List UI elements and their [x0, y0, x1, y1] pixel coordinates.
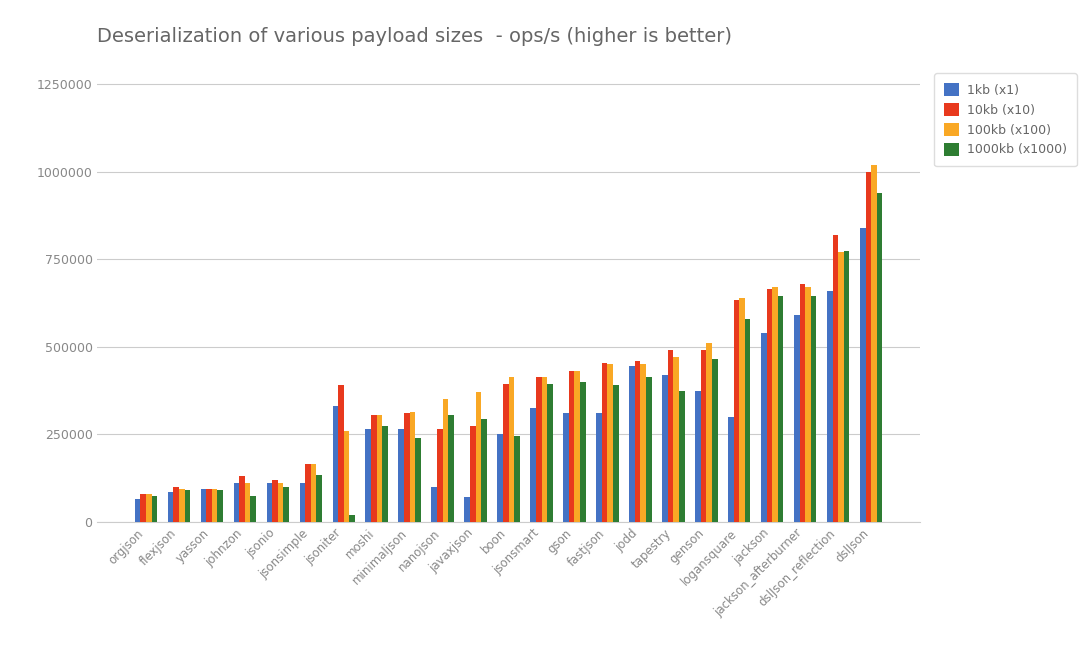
Bar — [844, 251, 849, 522]
Bar — [300, 483, 305, 522]
Bar — [701, 351, 707, 522]
Bar — [448, 415, 453, 522]
Bar — [283, 487, 289, 522]
Bar — [876, 193, 882, 522]
Bar — [339, 385, 344, 522]
Bar — [695, 391, 701, 522]
Bar — [464, 497, 470, 522]
Bar — [509, 377, 514, 522]
Bar — [767, 289, 773, 522]
Bar — [712, 359, 717, 522]
Bar — [212, 488, 217, 522]
Bar — [827, 291, 832, 522]
Bar — [564, 413, 569, 522]
Bar — [673, 357, 678, 522]
Bar — [135, 499, 141, 522]
Bar — [245, 483, 250, 522]
Bar — [547, 383, 553, 522]
Bar — [481, 419, 487, 522]
Bar — [371, 415, 377, 522]
Bar — [141, 494, 146, 522]
Bar — [316, 474, 322, 522]
Bar — [575, 371, 580, 522]
Bar — [476, 392, 481, 522]
Bar — [569, 371, 575, 522]
Bar — [514, 436, 519, 522]
Bar — [398, 429, 404, 522]
Bar — [443, 399, 448, 522]
Bar — [410, 411, 415, 522]
Bar — [168, 492, 173, 522]
Bar — [498, 434, 503, 522]
Bar — [382, 425, 388, 522]
Bar — [629, 366, 635, 522]
Bar — [832, 235, 839, 522]
Bar — [377, 415, 382, 522]
Bar — [839, 252, 844, 522]
Bar — [344, 431, 349, 522]
Bar — [470, 425, 476, 522]
Bar — [432, 487, 437, 522]
Bar — [332, 406, 339, 522]
Bar — [778, 296, 783, 522]
Bar — [151, 496, 157, 522]
Bar — [613, 385, 619, 522]
Bar — [239, 476, 245, 522]
Bar — [217, 490, 223, 522]
Bar — [707, 343, 712, 522]
Bar — [179, 488, 185, 522]
Bar — [596, 413, 602, 522]
Bar — [602, 363, 607, 522]
Bar — [349, 515, 355, 522]
Bar — [805, 288, 810, 522]
Bar — [773, 288, 778, 522]
Bar — [761, 333, 767, 522]
Bar — [541, 377, 547, 522]
Bar — [146, 494, 151, 522]
Bar — [662, 375, 668, 522]
Bar — [234, 483, 239, 522]
Bar — [437, 429, 443, 522]
Bar — [866, 172, 871, 522]
Bar — [173, 487, 179, 522]
Bar — [800, 284, 805, 522]
Bar — [871, 165, 876, 522]
Bar — [668, 351, 673, 522]
Bar — [266, 483, 273, 522]
Bar — [739, 298, 744, 522]
Text: Deserialization of various payload sizes  - ops/s (higher is better): Deserialization of various payload sizes… — [97, 27, 733, 46]
Legend: 1kb (x1), 10kb (x10), 100kb (x100), 1000kb (x1000): 1kb (x1), 10kb (x10), 100kb (x100), 1000… — [934, 73, 1077, 167]
Bar — [728, 417, 734, 522]
Bar — [207, 488, 212, 522]
Bar — [415, 438, 421, 522]
Bar — [580, 382, 585, 522]
Bar — [794, 315, 800, 522]
Bar — [404, 413, 410, 522]
Bar — [607, 365, 613, 522]
Bar — [311, 464, 316, 522]
Bar — [635, 361, 641, 522]
Bar — [734, 300, 739, 522]
Bar — [860, 228, 866, 522]
Bar — [646, 377, 651, 522]
Bar — [200, 488, 207, 522]
Bar — [678, 391, 685, 522]
Bar — [366, 429, 371, 522]
Bar — [278, 483, 283, 522]
Bar — [305, 464, 311, 522]
Bar — [530, 408, 536, 522]
Bar — [810, 296, 817, 522]
Bar — [250, 496, 256, 522]
Bar — [185, 490, 190, 522]
Bar — [536, 377, 541, 522]
Bar — [744, 319, 751, 522]
Bar — [273, 480, 278, 522]
Bar — [641, 365, 646, 522]
Bar — [503, 383, 509, 522]
